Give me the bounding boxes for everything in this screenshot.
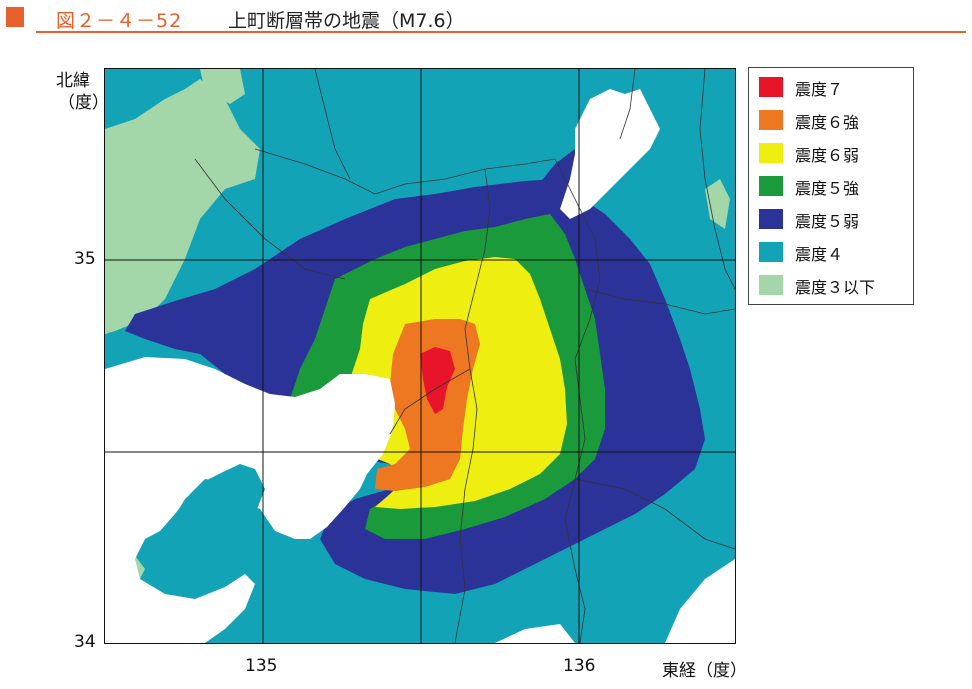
legend-label: 震度７ [795, 80, 844, 99]
y-axis-unit-line2: （度） [58, 93, 109, 113]
x-tick-135: 135 [245, 656, 278, 676]
legend-item-intensity-6-strong: 震度６強 [759, 108, 909, 132]
legend-swatch [759, 209, 783, 229]
land-awaji-island [160, 464, 265, 584]
legend-label: 震度５強 [795, 179, 860, 198]
zone-intensity-7 [420, 347, 455, 414]
legend-label: 震度５弱 [795, 212, 860, 231]
zone-intensity-3-northwest [105, 79, 260, 334]
legend-swatch [759, 143, 783, 163]
legend-item-intensity-5-strong: 震度５強 [759, 174, 909, 198]
legend-label: 震度６強 [795, 113, 860, 132]
legend-swatch [759, 110, 783, 130]
figure-title: 上町断層帯の地震（M7.6） [228, 10, 465, 32]
intensity-map [104, 68, 736, 644]
legend-item-intensity-3-or-lower: 震度３以下 [759, 273, 909, 297]
x-axis-unit: 東経（度） [662, 661, 747, 681]
legend-label: 震度４ [795, 245, 844, 264]
title-underline [36, 31, 966, 33]
title-bar: 図２－４－52 上町断層帯の地震（M7.6） [0, 0, 972, 34]
legend-label: 震度３以下 [795, 278, 876, 297]
legend-label: 震度６弱 [795, 146, 860, 165]
zone-intensity-3-north [200, 69, 245, 104]
legend-swatch [759, 77, 783, 97]
lake-biwa [560, 89, 660, 219]
legend-item-intensity-4: 震度４ [759, 240, 909, 264]
sea-west [105, 389, 160, 434]
legend-swatch [759, 275, 783, 295]
y-tick-34: 34 [74, 632, 96, 652]
zone-intensity-6-strong [375, 319, 480, 491]
legend-swatch [759, 242, 783, 262]
zone-intensity-3-east [705, 179, 730, 229]
prefecture-boundaries [194, 69, 735, 643]
sea-southeast [665, 559, 735, 643]
intensity-map-svg [105, 69, 735, 643]
y-axis-unit-line1: 北緯 [56, 71, 90, 91]
x-tick-136: 136 [563, 656, 596, 676]
legend: 震度７ 震度６強 震度６弱 震度５強 震度５弱 震度４ 震度３以下 [748, 67, 914, 305]
title-marker [6, 7, 24, 27]
legend-item-intensity-7: 震度７ [759, 75, 909, 99]
sea-south-center [495, 624, 575, 643]
legend-item-intensity-5-weak: 震度５弱 [759, 207, 909, 231]
figure-number: 図２－４－52 [56, 10, 183, 32]
legend-swatch [759, 176, 783, 196]
y-tick-35: 35 [74, 249, 96, 269]
legend-item-intensity-6-weak: 震度６弱 [759, 141, 909, 165]
graticule [105, 69, 735, 643]
